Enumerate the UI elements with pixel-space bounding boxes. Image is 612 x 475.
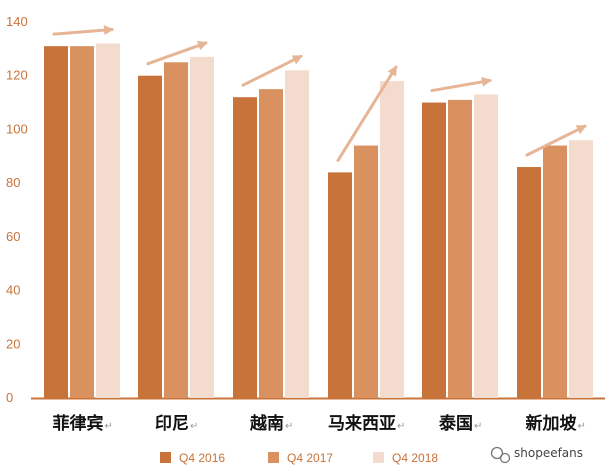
bar	[233, 97, 257, 398]
y-tick-label: 140	[6, 14, 28, 29]
trend-arrow	[52, 25, 114, 36]
bar	[380, 81, 404, 398]
x-tick-label: 印尼	[155, 414, 189, 434]
y-tick-label: 0	[6, 390, 13, 405]
trend-arrow	[146, 40, 208, 66]
y-tick-label: 40	[6, 283, 20, 298]
wechat-icon	[490, 446, 511, 464]
x-tick-label: 泰国	[439, 413, 473, 434]
bar	[569, 140, 593, 398]
trend-arrow	[241, 54, 303, 87]
trend-arrow	[430, 76, 492, 93]
bar	[44, 46, 68, 399]
y-tick-label: 80	[6, 175, 20, 190]
bar	[354, 145, 378, 398]
y-tick-label: 20	[6, 336, 20, 351]
x-tick-label: 菲律宾	[53, 413, 104, 434]
bar	[96, 43, 120, 398]
bar	[422, 102, 446, 399]
trend-arrow	[525, 124, 587, 157]
return-mark: ↵	[285, 421, 293, 432]
bar	[138, 75, 162, 398]
bar	[259, 89, 283, 399]
legend-swatch	[373, 452, 384, 463]
y-tick-label: 120	[6, 68, 28, 83]
bar	[543, 145, 567, 398]
bars	[44, 43, 593, 399]
watermark-text: shopeefans	[514, 446, 583, 460]
x-tick-label: 新加坡	[526, 413, 577, 434]
return-mark: ↵	[190, 421, 198, 432]
x-tick-label: 马来西亚	[328, 413, 396, 434]
legend: Q4 2016 Q4 2017 Q4 2018	[160, 451, 438, 465]
x-tick-label: 越南	[249, 413, 284, 434]
return-mark: ↵	[474, 421, 482, 432]
legend-swatch	[160, 452, 171, 463]
bar	[70, 46, 94, 399]
x-axis-labels: 菲律宾 ↵ 印尼 ↵ 越南 ↵ 马来西亚 ↵ 泰国 ↵ 新加坡 ↵	[53, 413, 586, 434]
bar	[190, 56, 214, 399]
bar	[164, 62, 188, 399]
return-mark: ↵	[578, 421, 586, 432]
bar	[448, 99, 472, 398]
y-tick-label: 100	[6, 121, 28, 136]
bar	[285, 70, 309, 398]
trend-arrows	[52, 25, 587, 162]
return-mark: ↵	[105, 421, 113, 432]
legend-swatch	[268, 452, 279, 463]
y-tick-label: 60	[6, 229, 20, 244]
legend-label: Q4 2017	[287, 451, 333, 465]
bar	[328, 172, 352, 398]
trend-arrow	[336, 65, 398, 162]
legend-label: Q4 2018	[392, 451, 438, 465]
legend-label: Q4 2016	[179, 451, 225, 465]
bar	[517, 167, 541, 398]
bar	[474, 94, 498, 398]
return-mark: ↵	[397, 421, 405, 432]
watermark: shopeefans	[490, 446, 583, 464]
y-axis: 0 20 40 60 80 100 120 140	[6, 14, 605, 405]
